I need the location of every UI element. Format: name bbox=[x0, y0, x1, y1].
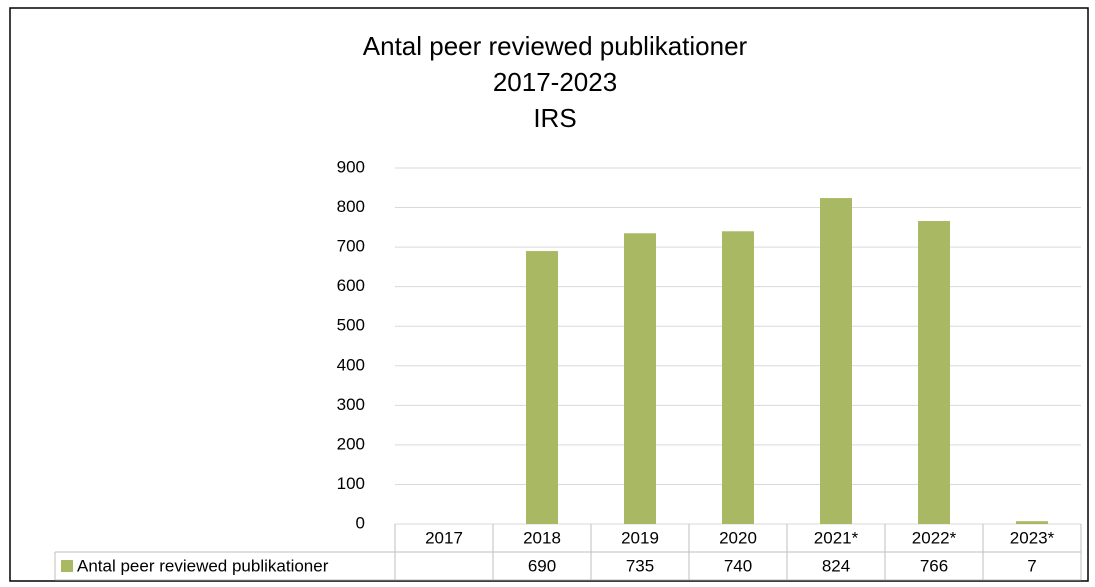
bar bbox=[820, 198, 852, 524]
y-tick-label: 800 bbox=[337, 197, 365, 216]
y-tick-label: 300 bbox=[337, 395, 365, 414]
table-value: 690 bbox=[528, 556, 556, 575]
table-value: 824 bbox=[822, 556, 850, 575]
bar bbox=[526, 251, 558, 525]
legend-label: Antal peer reviewed publikationer bbox=[77, 556, 329, 575]
y-tick-label: 400 bbox=[337, 355, 365, 374]
y-tick-label: 100 bbox=[337, 474, 365, 493]
y-tick-label: 200 bbox=[337, 434, 365, 453]
x-tick-label: 2020 bbox=[719, 528, 757, 547]
chart-title: IRS bbox=[533, 103, 576, 133]
chart-title: 2017-2023 bbox=[493, 67, 617, 97]
bar bbox=[722, 231, 754, 525]
bar bbox=[624, 233, 656, 524]
x-tick-label: 2019 bbox=[621, 528, 659, 547]
y-tick-label: 900 bbox=[337, 157, 365, 176]
table-value: 735 bbox=[626, 556, 654, 575]
x-tick-label: 2021* bbox=[814, 528, 859, 547]
x-tick-label: 2023* bbox=[1010, 528, 1055, 547]
chart-title: Antal peer reviewed publikationer bbox=[363, 31, 748, 61]
table-value: 7 bbox=[1027, 556, 1036, 575]
legend-swatch bbox=[61, 560, 73, 572]
x-tick-label: 2022* bbox=[912, 528, 957, 547]
y-tick-label: 600 bbox=[337, 276, 365, 295]
table-value: 766 bbox=[920, 556, 948, 575]
bar bbox=[918, 221, 950, 524]
x-tick-label: 2018 bbox=[523, 528, 561, 547]
y-tick-label: 0 bbox=[356, 513, 365, 532]
x-tick-label: 2017 bbox=[425, 528, 463, 547]
table-value: 740 bbox=[724, 556, 752, 575]
y-tick-label: 700 bbox=[337, 237, 365, 256]
bar bbox=[1016, 521, 1048, 524]
y-tick-label: 500 bbox=[337, 316, 365, 335]
